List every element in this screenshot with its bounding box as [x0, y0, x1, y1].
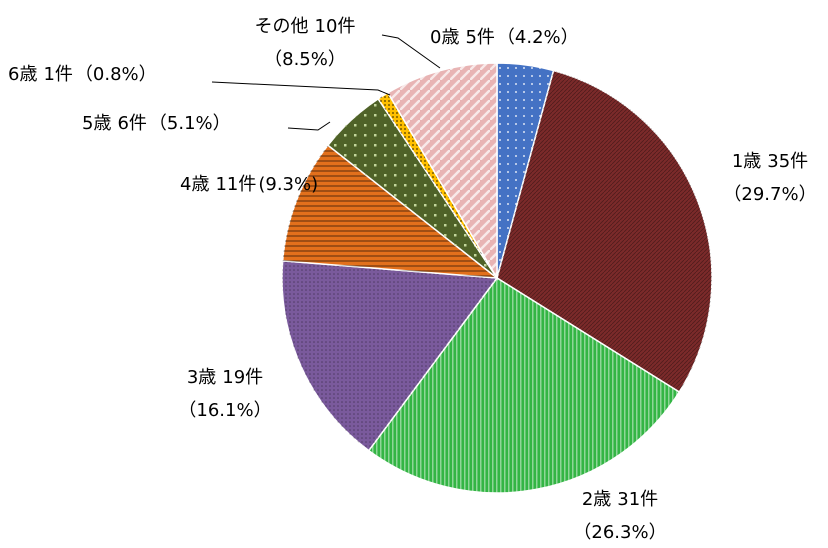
category-label: 2歳	[582, 489, 611, 510]
slice-pattern	[368, 278, 680, 494]
category-label: 6歳	[8, 64, 37, 85]
slice-group	[386, 62, 498, 281]
slice-group	[281, 260, 499, 452]
category-label: 4歳	[180, 174, 209, 195]
category-label: 3歳	[187, 367, 216, 388]
slice-pattern	[282, 145, 497, 278]
category-label: 1歳	[732, 151, 761, 172]
category-label: 5歳	[82, 113, 111, 134]
count-label: 19件	[222, 367, 263, 388]
slice-pattern	[378, 92, 497, 278]
percentage-label: （16.1%）	[178, 400, 271, 421]
count-label: 1件	[43, 64, 72, 85]
data-label: 0歳 5件 （4.2%）	[430, 27, 579, 48]
leader-line	[287, 121, 331, 131]
slices	[281, 62, 713, 494]
data-label: 3歳 19件	[187, 367, 263, 388]
percentage-label: (9.3%)	[258, 174, 318, 195]
percentage-label: （26.3%）	[573, 522, 666, 543]
slice-group	[367, 276, 681, 494]
leader-line	[381, 34, 441, 69]
data-label: 2歳 31件	[582, 489, 658, 510]
percentage-label: （4.2%）	[497, 27, 579, 48]
count-label: 35件	[767, 151, 808, 172]
category-label: その他	[255, 16, 309, 37]
count-label: 10件	[315, 16, 356, 37]
slice-pattern	[281, 260, 497, 451]
count-label: 11件	[215, 174, 256, 195]
data-label: その他 10件	[255, 16, 356, 37]
data-label: 4歳 11件 (9.3%)	[180, 174, 318, 195]
percentage-label: （29.7%）	[723, 184, 816, 205]
count-label: 31件	[617, 489, 658, 510]
category-label: 0歳	[430, 27, 459, 48]
slice-group	[496, 69, 713, 394]
slice-group	[281, 144, 500, 279]
count-label: 5件	[465, 27, 494, 48]
percentage-label: （0.8%）	[75, 64, 157, 85]
slice-pattern	[327, 98, 497, 278]
data-label: 1歳 35件	[732, 151, 808, 172]
percentage-label: （5.1%）	[149, 113, 231, 134]
leader-line	[211, 81, 391, 96]
data-label: 5歳 6件 （5.1%）	[82, 113, 231, 134]
percentage-label: （8.5%）	[264, 49, 346, 70]
data-label: 6歳 1件 （0.8%）	[8, 64, 157, 85]
slice-pattern	[497, 70, 713, 393]
labels: 0歳 5件 （4.2%） 1歳 35件 （29.7%） 2歳 31件 （26.3%） 3歳 19件 （…	[8, 16, 817, 543]
slice-pattern	[387, 63, 497, 278]
count-label: 6件	[117, 113, 146, 134]
